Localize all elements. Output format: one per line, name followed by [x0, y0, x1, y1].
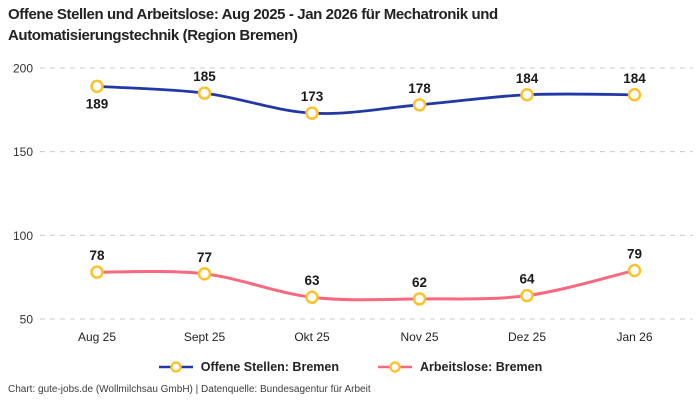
data-point-label: 63 — [304, 273, 320, 288]
data-point-marker — [520, 88, 534, 102]
x-tick-label: Sept 25 — [184, 330, 226, 344]
legend-item-offene-stellen: Offene Stellen: Bremen — [158, 360, 339, 374]
data-point-marker — [305, 290, 319, 304]
data-point-label: 79 — [627, 246, 642, 261]
x-tick-label: Nov 25 — [400, 330, 438, 344]
data-point-marker — [627, 88, 642, 102]
chart-title: Offene Stellen und Arbeitslose: Aug 2025… — [8, 6, 498, 44]
data-point-marker — [412, 292, 427, 306]
data-point-label: 64 — [519, 272, 535, 287]
data-point-label: 78 — [89, 248, 105, 263]
x-tick-label: Dez 25 — [508, 330, 546, 344]
data-point-marker — [197, 86, 212, 100]
data-point-marker — [412, 98, 427, 112]
series-line-0 — [95, 85, 636, 115]
data-point-marker — [90, 79, 104, 94]
data-point-marker — [197, 267, 212, 281]
data-point-label: 189 — [86, 96, 109, 111]
data-point-label: 185 — [193, 69, 216, 84]
line-chart: 200 150 100 50 Aug 25 Sept 25 Okt 25 Nov 25 Dez … — [13, 62, 693, 344]
data-point-label: 173 — [301, 89, 324, 104]
data-point-label: 62 — [412, 275, 427, 290]
data-point-label: 184 — [623, 71, 646, 86]
data-point-marker — [627, 263, 642, 278]
legend-label: Arbeitslose: Bremen — [419, 360, 543, 374]
data-point-marker — [305, 106, 319, 120]
data-point-label: 178 — [408, 81, 431, 96]
x-tick-label: Jan 26 — [616, 330, 652, 344]
y-tick-label: 150 — [13, 145, 33, 159]
legend-line-marker-icon — [377, 361, 412, 373]
legend-item-arbeitslose: Arbeitslose: Bremen — [377, 360, 542, 374]
chart-legend: Offene Stellen: Bremen Arbeitslose: Breme… — [0, 360, 700, 374]
x-tick-label: Aug 25 — [78, 330, 116, 344]
x-tick-label: Okt 25 — [294, 330, 330, 344]
data-point-label: 184 — [516, 71, 539, 86]
legend-label: Offene Stellen: Bremen — [200, 360, 339, 374]
y-tick-label: 100 — [13, 229, 33, 243]
data-point-marker — [90, 265, 104, 279]
y-tick-label: 50 — [20, 313, 34, 327]
data-point-label: 77 — [197, 250, 212, 265]
legend-line-marker-icon — [158, 361, 193, 373]
series-line-1 — [95, 268, 636, 302]
data-point-marker — [520, 288, 534, 303]
chart-footer: Chart: gute-jobs.de (Wollmilchsau GmbH) … — [8, 384, 371, 395]
y-tick-label: 200 — [13, 62, 33, 76]
